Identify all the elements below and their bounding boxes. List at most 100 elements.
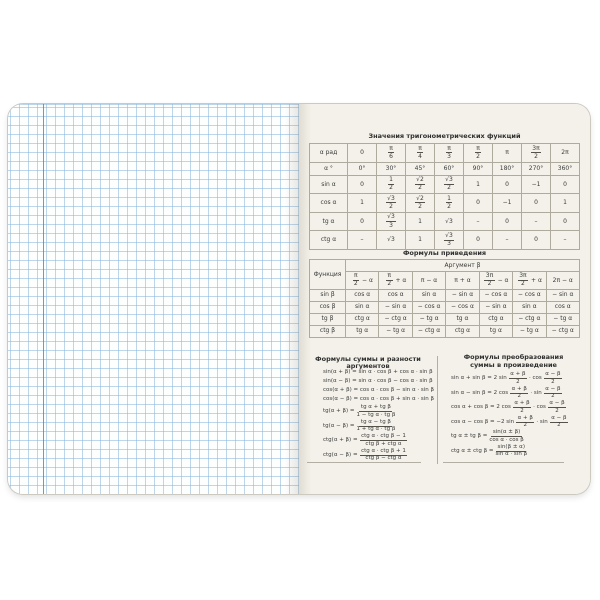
value-cell: − cos α [478,288,514,302]
fraction: ctg α · ctg β − 1 ctg β + ctg α [359,433,408,447]
formula: cos(α + β) = cos α · cos β − sin α · sin… [323,387,435,394]
value-cell: √2 2 [405,174,435,195]
value-cell: 1 [347,193,377,213]
value-cell: − cos α [411,300,447,314]
row-header-cell: α рад [309,143,348,163]
value-cell: 1 [463,174,493,195]
argument-cell: π + α [445,271,480,290]
formula: sin(α + β) = sin α · cos β + cos α · sin… [323,369,433,376]
value-cell: ctg α [478,312,514,326]
value-cell: 0° [347,161,377,176]
value-cell: cos α [545,300,581,314]
argument-cell: 3π 2 − α [478,271,514,290]
left-page-grid-paper [8,104,299,494]
value-cell: 0 [492,211,522,232]
value-cell: 1 [405,230,435,250]
value-cell: – [550,230,580,250]
value-cell: tg α [445,312,480,326]
value-cell: 1 [550,193,580,213]
table-row: α ° 0° 30° 45° 60° 90° 180° 270° 360° [309,161,580,176]
formula: tg α ± tg β = sin(α ± β) cos α · cos β [451,429,524,443]
value-cell: 0 [550,174,580,195]
row-header-cell: α ° [309,161,348,176]
value-cell: −1 [492,193,522,213]
value-cell: √2 2 [405,193,435,213]
column-divider [437,356,438,464]
value-cell: 45° [405,161,435,176]
value-cell: 3π 2 [521,143,551,163]
bottom-formula-area: Формулы суммы и разности аргументов sin(… [299,352,590,486]
table-row: cos α 1 √3 2 √2 2 1 2 0 −1 0 1 [309,193,580,213]
value-cell: − ctg α [411,324,447,338]
table-row: tg β ctg α − ctg α − tg α tg α ctg α − ctg α − … [309,312,581,326]
sum-diff-formula-list: sin(α + β) = sin α · cos β + cos α · sin… [299,369,437,462]
value-cell: 90° [463,161,493,176]
value-cell: π [492,143,522,163]
fraction: √3 3 [443,231,455,248]
value-cell: 0 [521,193,551,213]
values-table: α рад 0 π 6 π 4 π 3 π 2 π 3π 2 2π α ° 0° 30° 45° 60° 90° 180… [309,143,580,250]
value-cell: √3 [434,211,464,232]
value-cell: cos α [378,288,413,302]
value-cell: − ctg α [378,312,413,326]
red-margin-line [43,104,44,494]
value-cell: − tg α [512,324,547,338]
fraction: √2 2 [414,194,426,210]
formula: sin(α − β) = sin α · cos β − cos α · sin… [323,378,433,385]
table-row: ctg β tg α − tg α − ctg α ctg α tg α − tg α − c… [309,324,581,338]
argument-header-cell: Аргумент β [345,259,580,272]
fraction: ctg α · ctg β + 1 ctg β − ctg α [359,447,408,462]
divider [443,462,564,463]
row-header-cell: cos β [309,300,346,314]
sum-diff-title: Формулы суммы и разности аргументов [315,355,421,371]
value-cell: ctg α [344,312,380,326]
formula: ctg(α + β) = ctg α · ctg β − 1 ctg β + ct… [323,433,408,447]
value-cell: – [521,211,551,232]
fraction: 3π 2 [530,144,542,160]
value-cell: 0 [347,143,377,163]
value-cell: − tg α [411,312,447,326]
sum-prod-section: Формулы преобразования суммы в произведе… [437,352,590,486]
row-header-cell: ctg α [309,230,348,250]
formula: cos(α − β) = cos α · cos β + sin α · sin… [323,396,435,403]
argument-cell: 2π − α [545,271,581,290]
value-cell: − sin α [445,288,480,302]
row-header-cell: sin β [309,288,346,302]
formula: ctg α ± ctg β = sin(β ± α) sin α · sin β [451,443,528,458]
right-page-formula-sheet: Значения тригонометрических функций α ра… [299,104,590,494]
value-cell: − sin α [478,300,514,314]
table-row: sin α 0 1 2 √2 2 √3 2 1 0 −1 0 [309,174,580,195]
value-cell: 0 [463,193,493,213]
value-cell: 60° [434,161,464,176]
value-cell: − tg α [378,324,413,338]
fraction: 3π 2 [517,272,529,288]
function-header-cell: Функция [309,259,346,290]
value-cell: √3 [376,230,406,250]
value-cell: −1 [521,174,551,195]
value-cell: 0 [550,211,580,232]
value-cell: ctg α [445,324,480,338]
value-cell: sin α [512,300,547,314]
